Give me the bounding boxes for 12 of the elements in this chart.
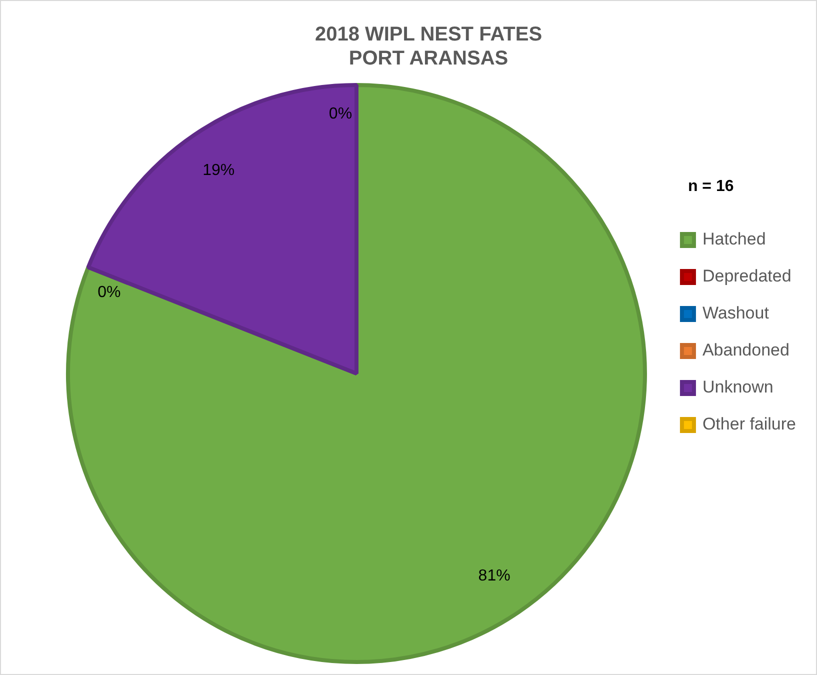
- text: 0%: [328, 105, 352, 122]
- legend-label: Hatched: [702, 230, 766, 249]
- data-label: 81%: [478, 568, 510, 585]
- data-label: 19%: [202, 162, 235, 180]
- text: n = 16: [688, 178, 734, 195]
- legend-label: Other failure: [702, 414, 796, 434]
- legend-label: Depredated: [702, 266, 792, 286]
- chart-title: 2018 WIPL NEST FATES PORT ARANSAS: [314, 24, 542, 70]
- legend-label: Abandoned: [702, 340, 790, 360]
- text: 0%: [98, 284, 121, 302]
- legend-label: Unknown: [702, 378, 774, 397]
- legend-label: Washout: [702, 304, 770, 323]
